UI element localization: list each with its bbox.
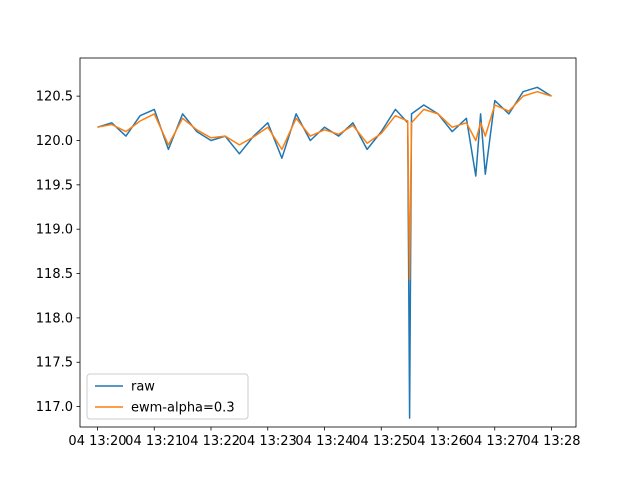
y-tick-label: 120.0 [36,134,73,149]
x-tick-label: 04 13:21 [125,434,183,449]
y-tick-label: 118.5 [36,267,73,282]
legend-label: raw [131,380,155,395]
legend-box [86,373,249,420]
legend: raw ewm-alpha=0.3 [86,373,249,420]
plot-area [97,86,552,419]
x-tick-label: 04 13:22 [182,434,240,449]
x-tick-label: 04 13:27 [466,434,524,449]
y-tick-label: 119.5 [36,178,73,193]
y-tick-label: 117.5 [36,356,73,371]
axes-frame [79,57,577,428]
series-line-raw [97,86,552,419]
x-tick-label: 04 13:25 [352,434,410,449]
y-tick-label: 119.0 [36,223,73,238]
y-tick-label: 118.0 [36,311,73,326]
x-tick-label: 04 13:24 [295,434,353,449]
y-tick-label: 117.0 [36,400,73,415]
x-tick-label: 04 13:23 [239,434,297,449]
y-axis: 117.0 117.5 118.0 118.5 119.0 119.5 120.0 120.5 [36,90,80,415]
x-tick-label: 04 13:28 [522,434,580,449]
legend-label: ewm-alpha=0.3 [131,401,235,416]
x-tick-label: 04 13:26 [409,434,467,449]
x-tick-label: 04 13:20 [68,434,126,449]
series-line-ewm [97,90,552,281]
y-tick-label: 120.5 [36,90,73,105]
